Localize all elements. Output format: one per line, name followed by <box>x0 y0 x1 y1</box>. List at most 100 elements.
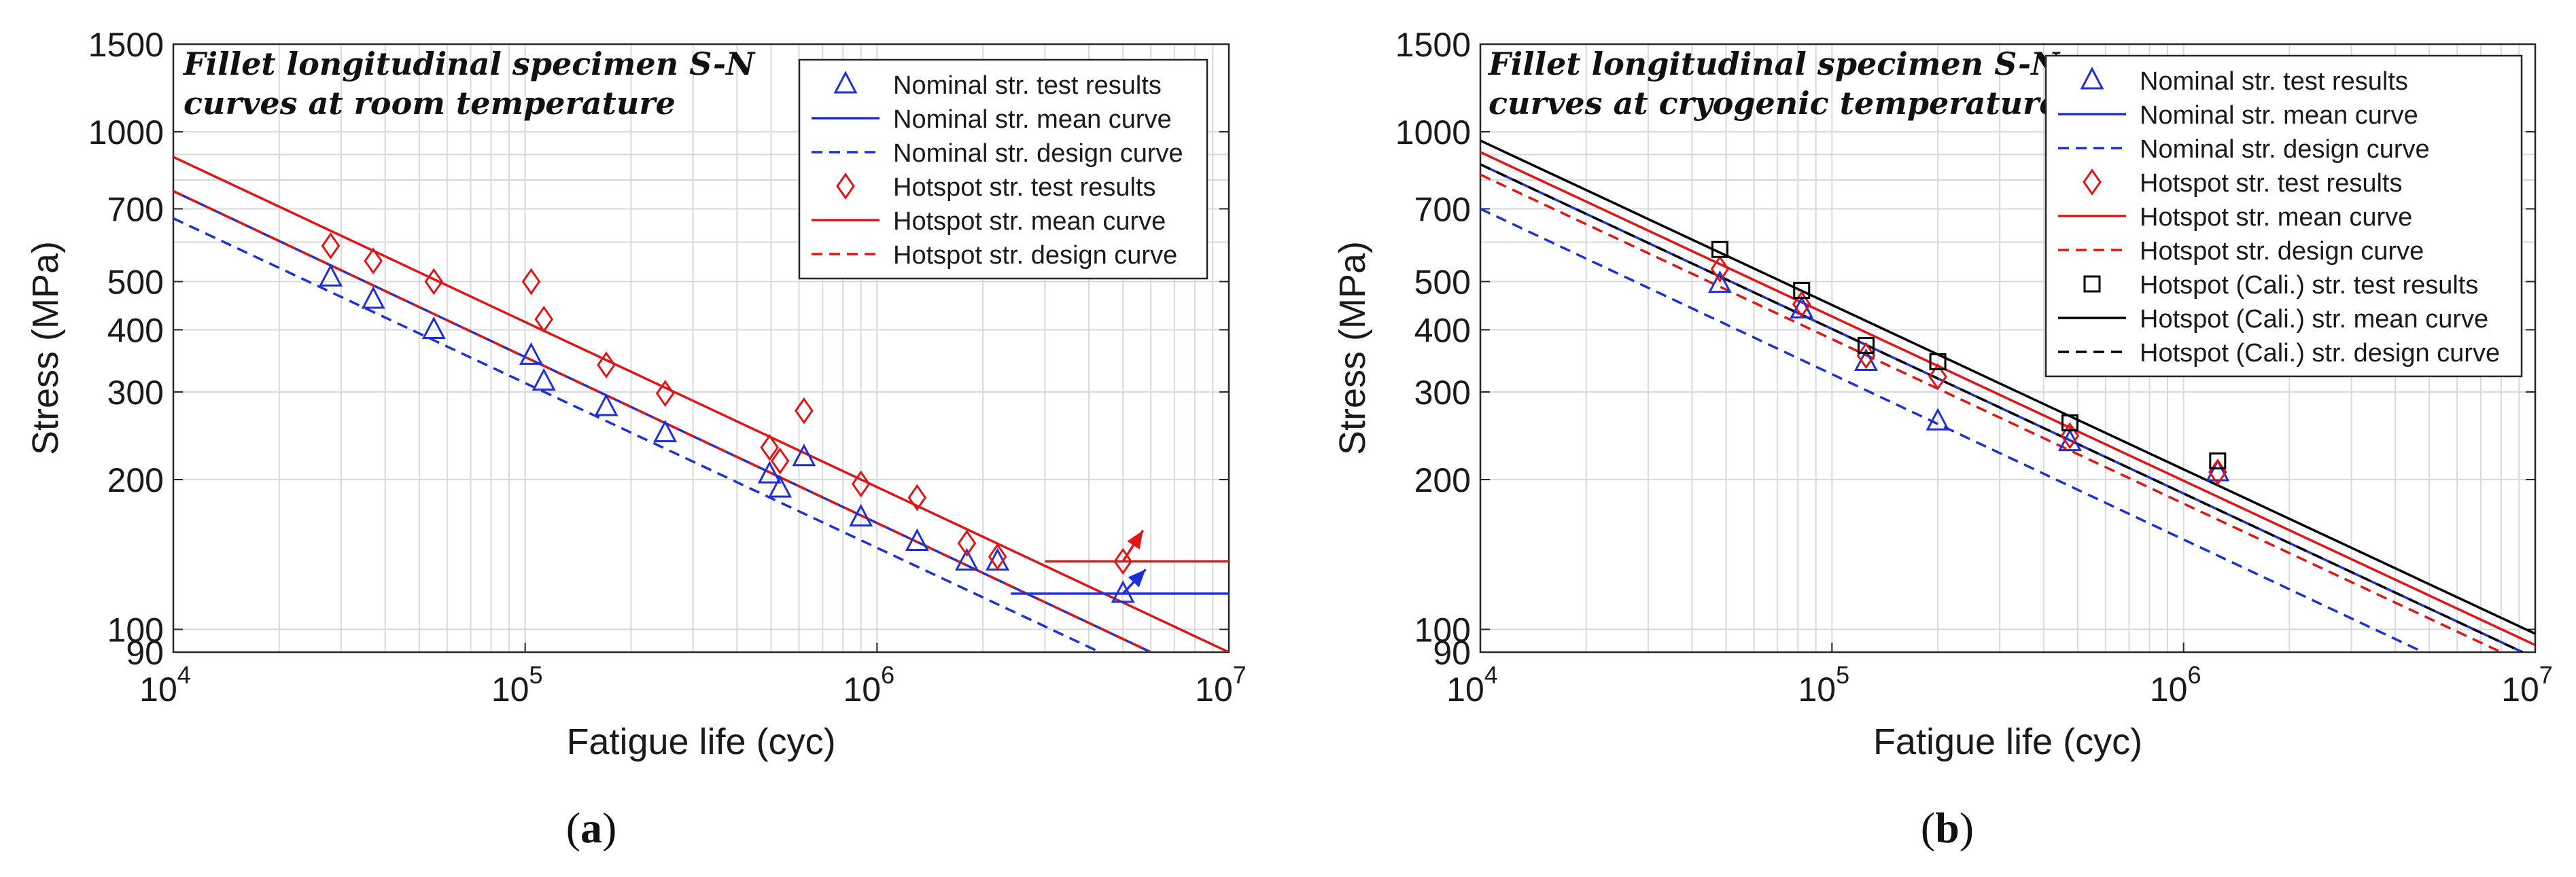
legend-swatch-marker <box>836 173 855 200</box>
legend-entry: Hotspot (Cali.) str. design curve <box>2140 339 2500 368</box>
series-line-4 <box>173 156 1229 652</box>
legend-entry: Nominal str. design curve <box>2140 135 2430 164</box>
data-point-triangle <box>2206 459 2230 482</box>
x-axis-label: Fatigue life (cyc) <box>1873 721 2142 762</box>
series-line-7 <box>1480 139 2535 635</box>
data-point-triangle <box>768 475 793 498</box>
data-point-square <box>2209 452 2227 470</box>
data-point-square <box>2061 414 2078 432</box>
panel-label-open: ( <box>1921 804 1935 852</box>
data-point-triangle <box>1111 580 1135 603</box>
runout-arrow-head <box>1128 569 1146 588</box>
x-tick-label: 105 <box>1798 661 1850 709</box>
data-point-triangle <box>905 528 929 551</box>
x-tick-base: 10 <box>1446 670 1484 709</box>
x-tick-label: 106 <box>2150 661 2201 709</box>
data-point-diamond <box>795 397 814 425</box>
panel-label: (b) <box>1921 804 1974 852</box>
data-point-square <box>1929 353 1947 371</box>
legend-entry: Nominal str. mean curve <box>2140 101 2418 130</box>
legend-entry: Hotspot (Cali.) str. test results <box>2140 271 2478 300</box>
chart-title-line: Fillet longitudinal specimen S-N <box>1487 46 2061 82</box>
legend-entry: Nominal str. test results <box>2140 67 2408 96</box>
data-point-triangle <box>849 503 873 526</box>
data-point-triangle <box>532 368 556 391</box>
axes-box <box>1479 43 2537 654</box>
data-point-diamond <box>770 447 790 475</box>
y-tick-label: 300 <box>107 374 164 412</box>
plot-content <box>1480 139 2535 652</box>
data-point-diamond <box>957 529 977 557</box>
y-axis-label: Stress (MPa) <box>1332 241 1373 455</box>
y-tick-label: 200 <box>1414 461 1471 499</box>
x-tick-exponent: 7 <box>1233 661 1247 689</box>
y-tick-label: 300 <box>1414 374 1471 412</box>
data-point-diamond <box>851 470 871 498</box>
series-line-2 <box>173 217 1101 652</box>
y-tick-label: 100 <box>1414 611 1471 649</box>
x-tick-base: 10 <box>1195 670 1233 709</box>
y-tick-label: 90 <box>1433 634 1471 672</box>
data-point-diamond <box>988 543 1007 571</box>
y-axis-label: Stress (MPa) <box>25 241 66 455</box>
runout-arrow-head <box>1127 530 1143 550</box>
legend-entry: Hotspot str. test results <box>893 173 1155 202</box>
y-tick-label: 100 <box>107 611 164 649</box>
x-tick-exponent: 4 <box>177 661 191 689</box>
data-point-square <box>1857 337 1875 355</box>
chart-title-line: Fillet longitudinal specimen S-N <box>182 46 756 82</box>
x-tick-label: 106 <box>843 661 895 709</box>
x-tick-exponent: 5 <box>1836 661 1849 689</box>
y-tick-label: 700 <box>1414 190 1471 228</box>
x-tick-exponent: 4 <box>1484 661 1498 689</box>
panel-label-letter: b <box>1935 804 1960 852</box>
data-point-triangle <box>318 264 343 287</box>
y-tick-label: 1000 <box>88 113 164 151</box>
x-tick-exponent: 6 <box>881 661 894 689</box>
x-tick-exponent: 7 <box>2539 661 2553 689</box>
x-tick-base: 10 <box>843 670 882 709</box>
legend-entry: Hotspot str. test results <box>2140 169 2402 198</box>
panel-label-open: ( <box>566 804 580 852</box>
panel-label: (a) <box>566 804 617 852</box>
series-line-4 <box>1480 151 2535 647</box>
data-point-diamond <box>424 268 444 296</box>
legend-swatch-marker <box>2083 275 2101 293</box>
y-tick-label: 500 <box>1414 263 1471 301</box>
series-line-5 <box>173 190 1151 652</box>
y-tick-label: 1500 <box>1395 26 1471 64</box>
legend-swatch-marker <box>2080 67 2104 90</box>
legend-entry: Nominal str. mean curve <box>893 105 1172 134</box>
panel-label-close: ) <box>602 804 616 852</box>
x-tick-label: 104 <box>1446 661 1498 709</box>
y-tick-label: 500 <box>107 263 164 301</box>
data-point-triangle <box>1707 270 1732 293</box>
y-tick-label: 1500 <box>88 26 164 64</box>
x-tick-base: 10 <box>491 670 529 709</box>
y-tick-label: 400 <box>1414 311 1471 349</box>
x-tick-base: 10 <box>1798 670 1837 709</box>
data-point-triangle <box>792 444 816 467</box>
data-point-square <box>1793 281 1811 299</box>
x-tick-label: 107 <box>1195 661 1247 709</box>
chart-title-line: curves at room temperature <box>184 85 676 122</box>
x-tick-base: 10 <box>2501 670 2539 709</box>
axes-box <box>172 43 1230 654</box>
y-tick-label: 700 <box>107 190 164 228</box>
data-point-triangle <box>954 548 979 571</box>
x-tick-base: 10 <box>139 670 177 709</box>
data-point-square <box>1711 240 1728 258</box>
data-point-diamond <box>597 351 616 379</box>
legend-entry: Hotspot str. mean curve <box>893 207 1166 236</box>
series-line-8 <box>1480 163 2524 652</box>
series-line-5 <box>1480 173 2502 652</box>
legend-entry: Hotspot (Cali.) str. mean curve <box>2140 305 2488 334</box>
data-point-diamond <box>321 232 341 259</box>
data-point-diamond <box>1710 255 1730 283</box>
legend-entry: Nominal str. design curve <box>893 139 1183 168</box>
legend: Nominal str. test results Nominal str. me… <box>798 58 1208 280</box>
y-tick-label: 90 <box>126 634 164 672</box>
